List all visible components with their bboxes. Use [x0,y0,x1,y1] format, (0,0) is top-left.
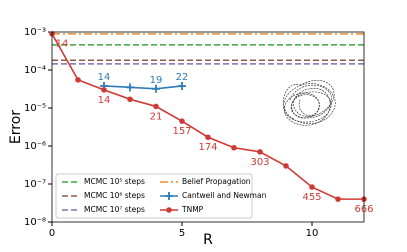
point [257,149,263,155]
point [179,118,185,124]
legend-label: MCMC 10⁶ steps [84,191,145,200]
plot-frame [51,31,365,223]
point [231,144,237,151]
legend-marker [166,207,172,213]
y-tick-label: 10⁻⁵ [24,103,46,114]
legend-label: MCMC 10⁷ steps [84,205,145,214]
x-axis-label: R [203,232,213,248]
point [283,163,289,169]
legend-marker [165,192,173,200]
point-label: 14 [56,39,69,50]
y-axis-label: Error [8,110,24,144]
point-label: 303 [250,157,269,168]
legend-label: Belief Propagation [182,177,251,186]
legend-label: Cantwell and Newman [182,191,267,200]
y-tick-label: 10⁻⁸ [24,217,46,228]
y-tick-label: 10⁻⁷ [24,179,46,190]
point [75,77,81,83]
point [178,81,186,90]
point-label: 21 [150,111,163,122]
point [152,84,160,93]
point [153,103,159,110]
point [127,96,133,103]
x-tick-label: 0 [49,228,55,239]
point [309,184,315,190]
knot-inset [283,80,336,126]
y-tick-label: 10⁻⁶ [24,141,46,152]
point [335,196,341,202]
series-line [103,85,183,90]
legend-label: TNMP [181,205,204,214]
point-label: 455 [302,192,321,203]
x-tick-label: 5 [179,228,185,239]
legend-box [55,173,253,219]
y-tick-label: 10⁻⁴ [24,65,46,76]
point [205,134,211,141]
point [101,87,107,93]
point-label: 157 [172,126,191,137]
point-label: 14 [98,95,111,106]
x-tick-label: 10 [306,228,319,239]
point-label: 14 [98,72,111,83]
point-label: 19 [150,75,163,86]
point-label: 174 [198,142,217,153]
point-label: 22 [176,72,189,83]
point [126,83,134,92]
y-tick-label: 10⁻³ [24,27,46,38]
legend-label: MCMC 10⁵ steps [84,177,145,186]
